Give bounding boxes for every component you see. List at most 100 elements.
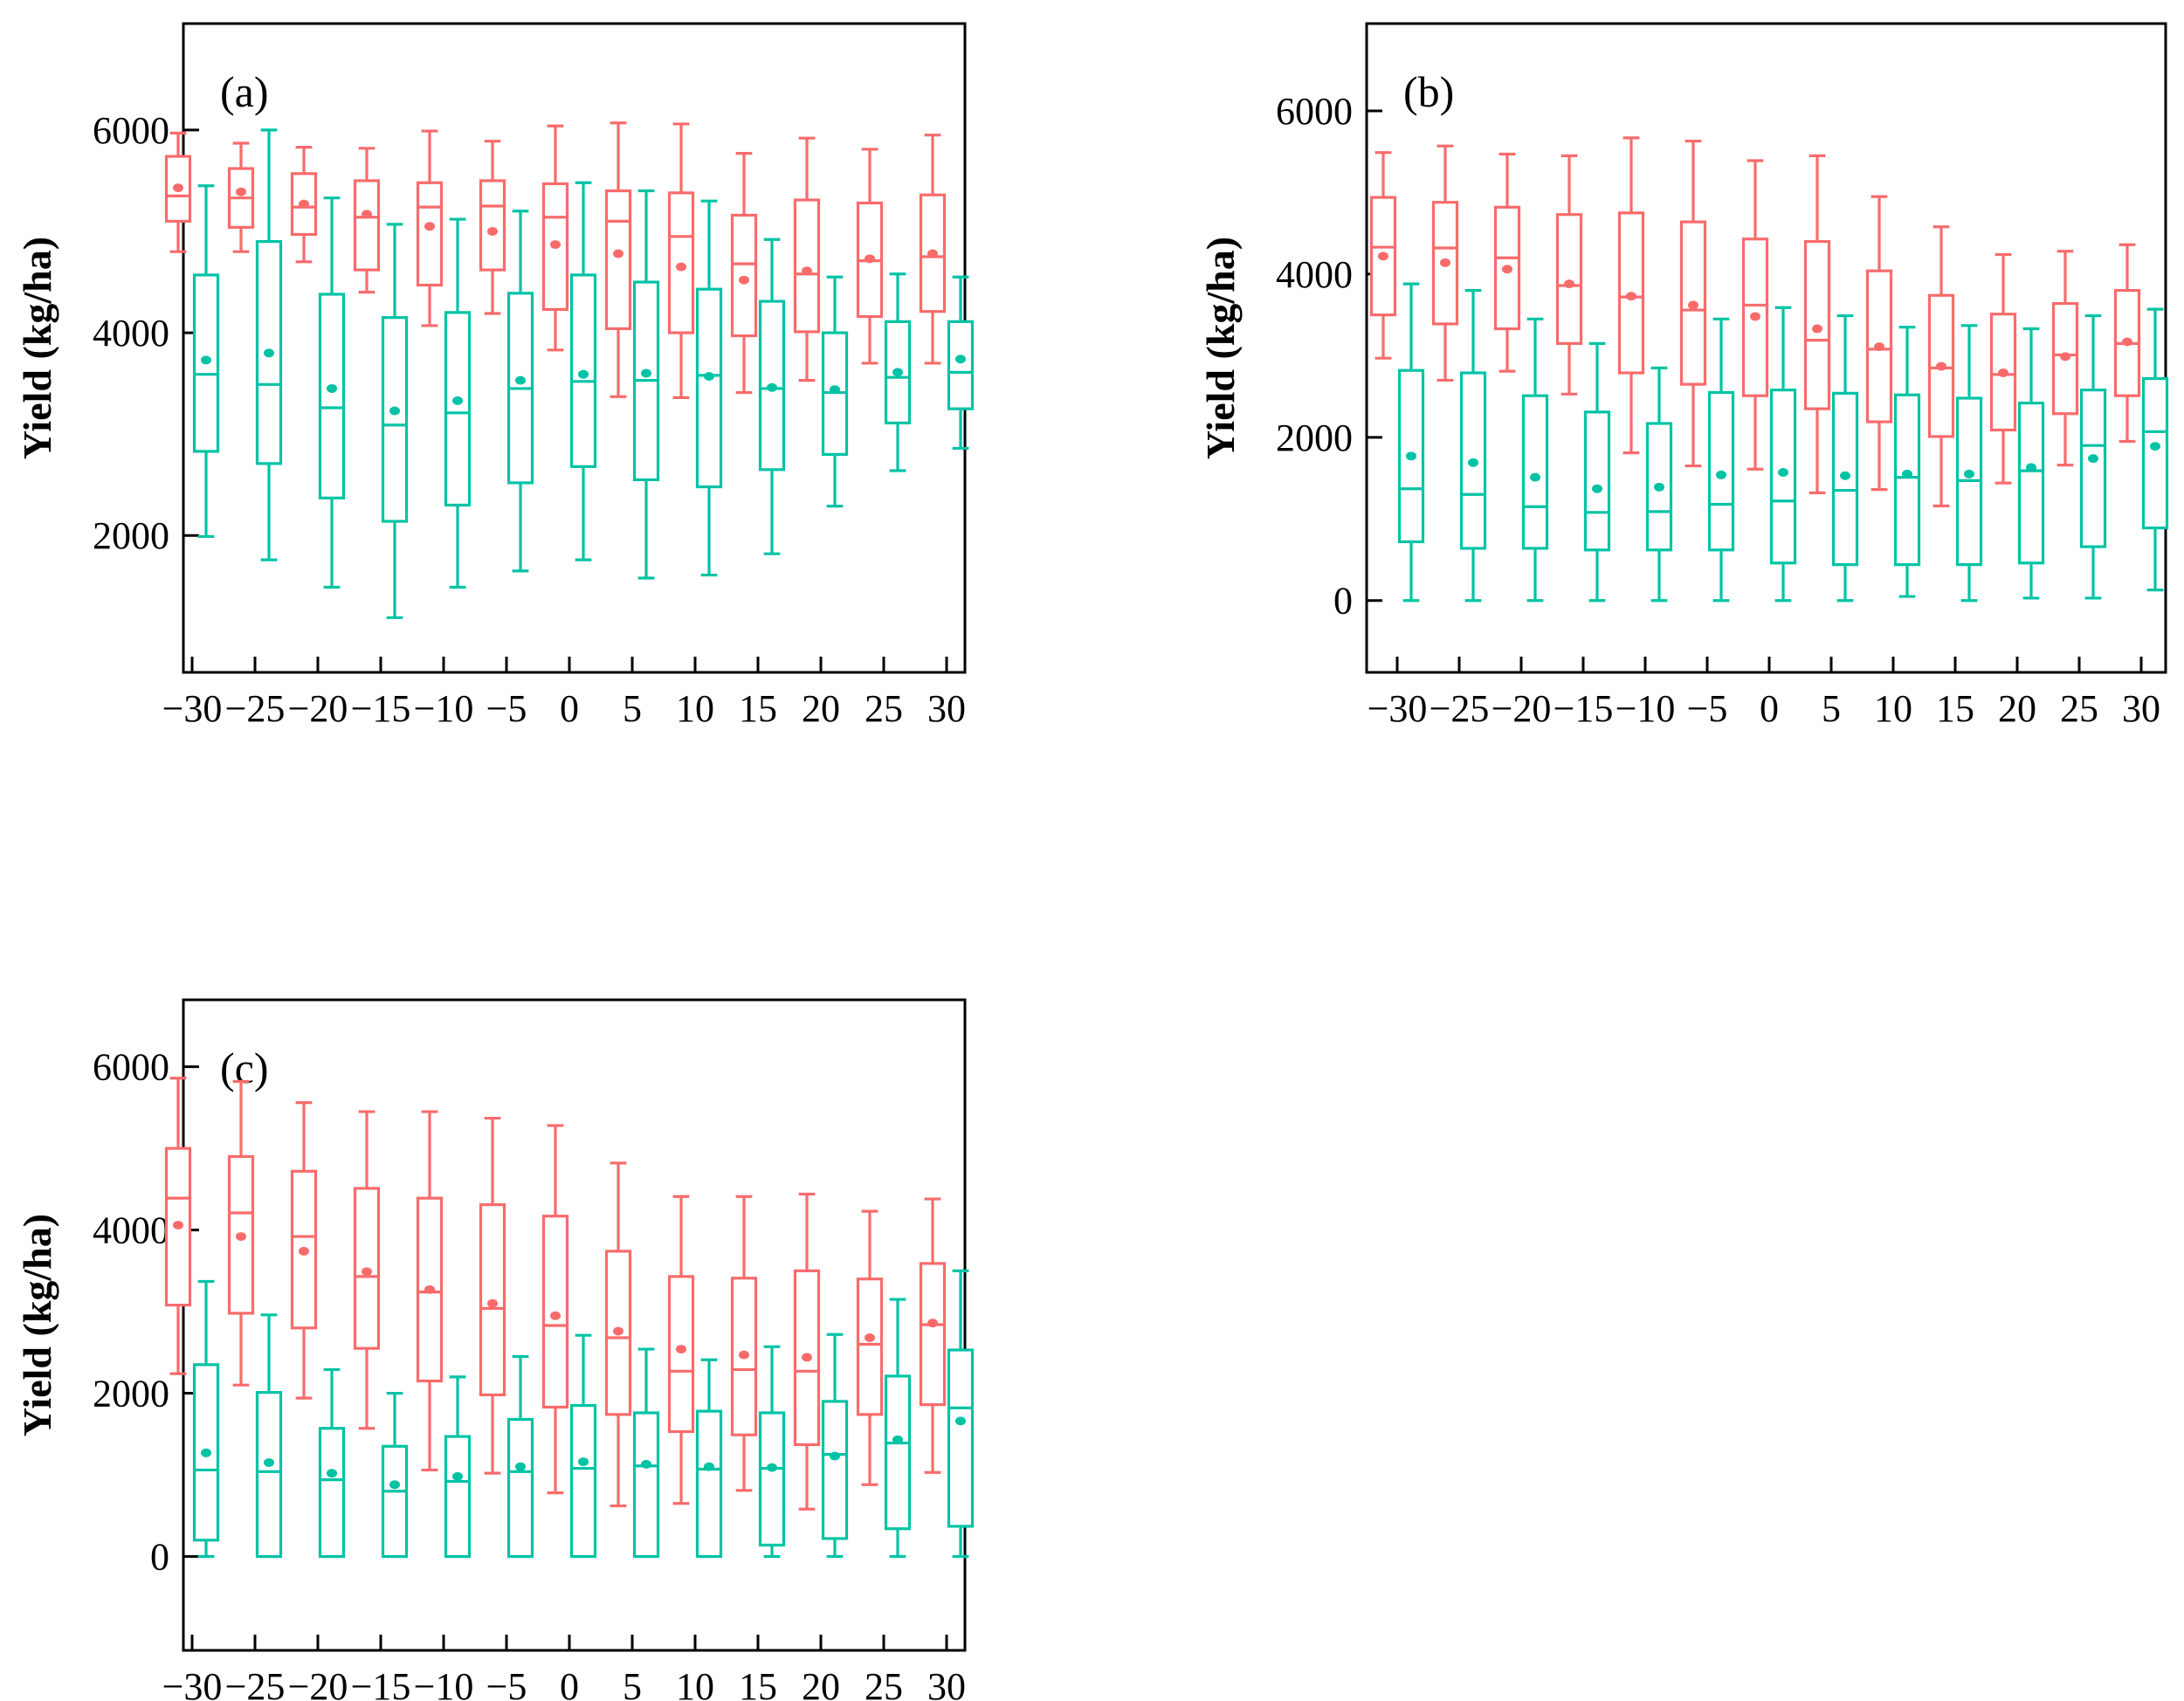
mean-dot xyxy=(173,1220,183,1229)
iqr-box xyxy=(947,320,975,410)
mean-dot xyxy=(2150,442,2160,451)
mean-dot xyxy=(452,396,463,405)
series-red xyxy=(164,121,947,399)
mean-dot xyxy=(236,1232,246,1242)
mean-dot xyxy=(739,275,749,285)
mean-dot xyxy=(201,355,211,365)
iqr-box xyxy=(318,1427,346,1559)
y-tick-label: 6000 xyxy=(1276,90,1353,133)
series-red xyxy=(1369,136,2141,507)
y-tick-label: 2000 xyxy=(93,514,169,557)
y-tick-label: 6000 xyxy=(93,1046,169,1089)
mean-dot xyxy=(1778,468,1788,478)
boxplot xyxy=(381,223,409,619)
iqr-box xyxy=(2017,401,2045,565)
boxplot xyxy=(381,1391,409,1559)
x-tick-label: 25 xyxy=(865,1665,903,1701)
iqr-box xyxy=(856,1277,884,1416)
iqr-box xyxy=(416,181,444,287)
iqr-box xyxy=(632,1411,660,1559)
iqr-box xyxy=(919,1262,947,1407)
boxplot xyxy=(479,1116,506,1475)
iqr-box xyxy=(506,1417,534,1559)
mean-dot xyxy=(550,240,561,250)
mean-dot xyxy=(236,187,246,196)
mean-dot xyxy=(1502,265,1512,274)
mean-dot xyxy=(1936,362,1946,371)
series-red xyxy=(164,1077,947,1511)
boxplot xyxy=(2079,313,2107,600)
mean-dot xyxy=(927,249,938,258)
y-axis-title: Yield (kg/ha) xyxy=(1198,237,1243,459)
iqr-box xyxy=(416,1196,444,1383)
x-tick-label: 30 xyxy=(927,687,966,730)
boxplot xyxy=(1459,289,1487,603)
boxplot xyxy=(2051,250,2079,467)
boxplot xyxy=(290,1101,318,1400)
iqr-box xyxy=(1893,393,1921,567)
boxplot xyxy=(667,1195,695,1505)
x-tick-label: 30 xyxy=(927,1665,966,1701)
mean-dot xyxy=(1592,484,1602,493)
x-tick-label: −20 xyxy=(288,687,348,730)
x-tick-label: −10 xyxy=(414,687,474,730)
boxplot xyxy=(947,1269,975,1559)
mean-dot xyxy=(1964,469,1974,479)
iqr-box xyxy=(1583,410,1611,552)
boxplot xyxy=(1741,159,1769,471)
mean-dot xyxy=(515,1462,526,1471)
x-tick-label: −15 xyxy=(1554,687,1614,730)
mean-dot xyxy=(299,199,309,209)
boxplot xyxy=(793,1192,821,1511)
iqr-box xyxy=(381,1444,409,1559)
boxplot xyxy=(758,1345,786,1559)
mean-dot xyxy=(264,348,274,358)
boxplot xyxy=(919,1197,947,1474)
boxplot xyxy=(353,1110,381,1430)
boxplot xyxy=(1769,306,1797,603)
boxplot xyxy=(1989,252,2017,485)
boxplot xyxy=(416,129,444,327)
boxplot xyxy=(192,1279,220,1559)
iqr-box xyxy=(1555,213,1583,345)
boxplot xyxy=(1431,144,1459,382)
mean-dot xyxy=(892,368,903,377)
x-tick-label: 10 xyxy=(676,687,714,730)
plot-frame xyxy=(182,998,967,1652)
boxplot xyxy=(444,1375,472,1559)
x-tick-label: −20 xyxy=(1492,687,1552,730)
iqr-box xyxy=(821,1400,849,1540)
iqr-box xyxy=(1397,368,1425,544)
x-tick-label: −10 xyxy=(1616,687,1676,730)
x-tick-label: −25 xyxy=(225,687,286,730)
x-tick-label: 15 xyxy=(1936,687,1974,730)
mean-dot xyxy=(578,369,589,379)
iqr-box xyxy=(444,311,472,507)
mean-dot xyxy=(389,406,400,416)
boxplot xyxy=(1679,139,1707,468)
boxplot xyxy=(164,1077,192,1375)
boxplot xyxy=(632,189,660,580)
boxplot xyxy=(1865,195,1893,492)
y-axis-title: Yield (kg/ha) xyxy=(15,237,59,459)
boxplot xyxy=(730,152,758,395)
boxplot xyxy=(821,275,849,508)
panel-c: 0 2000 4000 6000 −30 −25 −20 −15 −10 −5 0 5 10 15 20 25… xyxy=(15,998,975,1701)
boxplot xyxy=(569,1333,597,1559)
iqr-box xyxy=(2079,389,2107,548)
x-tick-label: 0 xyxy=(560,1665,579,1701)
mean-dot xyxy=(802,1353,812,1362)
y-tick-label: 6000 xyxy=(93,109,169,152)
mean-dot xyxy=(613,249,624,258)
boxplot xyxy=(604,121,632,398)
x-tick-label: −5 xyxy=(486,1665,527,1701)
x-tick-label: −30 xyxy=(1368,687,1428,730)
mean-dot xyxy=(2060,352,2070,362)
y-tick-label: 4000 xyxy=(93,1209,169,1252)
y-tick-label: 0 xyxy=(1333,580,1353,623)
boxplot xyxy=(1707,317,1735,603)
boxplot xyxy=(2141,307,2169,592)
mean-dot xyxy=(1406,451,1416,461)
